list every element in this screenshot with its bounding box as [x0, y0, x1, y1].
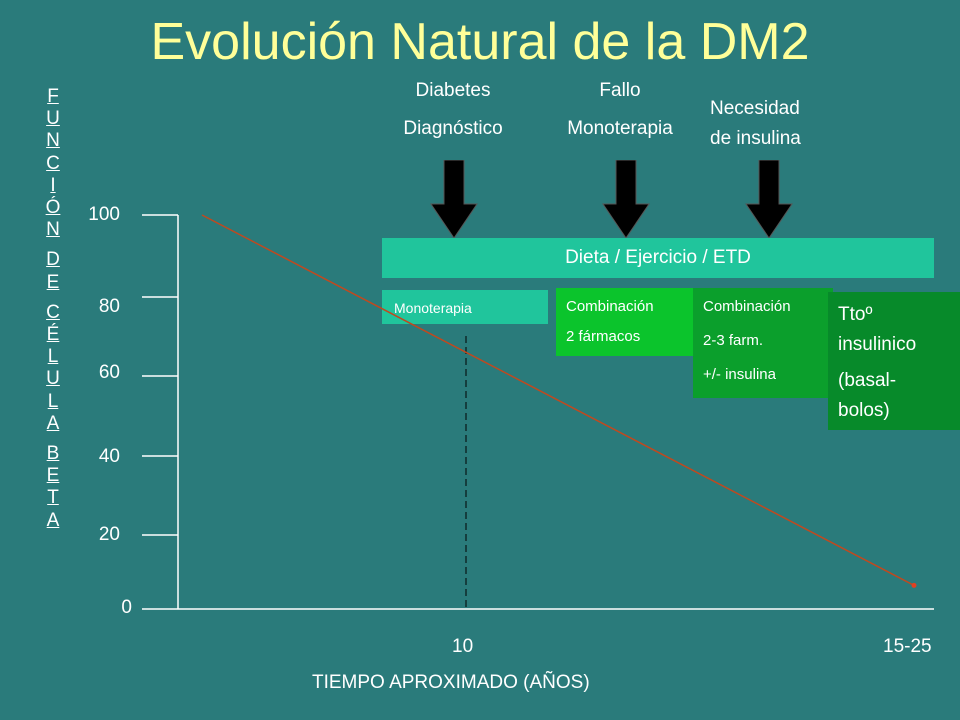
down-arrow-icon: [430, 160, 478, 239]
insulin-treatment-line1: Ttoº: [838, 304, 873, 325]
diet-exercise-bar: Dieta / Ejercicio / ETD: [382, 238, 934, 278]
combination-3-line3: +/- insulina: [703, 366, 776, 383]
y-tick-label: 100: [88, 204, 120, 225]
monotherapy-box: Monoterapia: [382, 290, 548, 324]
y-axis-label-letter: C: [46, 301, 60, 323]
insulin-treatment-line3: (basal-: [838, 370, 897, 391]
down-arrow-icon: [602, 160, 650, 239]
monotherapy-label: Monoterapia: [394, 300, 472, 316]
insulin-treatment-line4: bolos): [838, 400, 890, 421]
y-axis-label-letter: I: [50, 174, 56, 196]
y-axis-label-letter: U: [46, 108, 60, 130]
diet-exercise-label: Dieta / Ejercicio / ETD: [565, 247, 751, 268]
event-monotherapy-failure-line2: Monoterapia: [567, 118, 673, 139]
y-axis-label-letter: E: [46, 465, 60, 487]
y-axis-label-letter: L: [47, 346, 59, 368]
y-axis-label-letter: E: [46, 271, 60, 293]
insulin-treatment-line2: insulinico: [838, 334, 917, 355]
event-insulin-need: Necesidad de insulina: [710, 94, 840, 154]
combination-2-box: Combinación 2 fármacos: [556, 288, 696, 356]
y-axis-label-letter: A: [46, 412, 60, 434]
y-axis-label-letter: U: [46, 368, 60, 390]
insulin-treatment-box: Ttoº insulinico (basal- bolos): [828, 292, 960, 430]
x-axis-label: TIEMPO APROXIMADO (AÑOS): [312, 672, 590, 693]
y-axis-label-letter: N: [46, 219, 60, 241]
y-axis-label-letter: F: [47, 86, 59, 107]
x-tick-label: 10: [452, 636, 474, 657]
beta-cell-decline-line: [201, 214, 915, 587]
y-axis-label-letter: N: [46, 130, 60, 152]
combination-2-line1: Combinación: [566, 298, 654, 315]
y-tick-label: 40: [98, 446, 120, 467]
combination-2-line2: 2 fármacos: [566, 328, 641, 345]
slide-title: Evolución Natural de la DM2: [150, 13, 810, 71]
event-diagnosis: Diabetes Diagnóstico: [378, 80, 528, 140]
decline-end-point: [911, 582, 917, 588]
x-tick-label: 15-25: [883, 636, 932, 657]
combination-3-line2: 2-3 farm.: [703, 332, 764, 349]
event-diagnosis-line2: Diagnóstico: [403, 118, 503, 139]
y-axis-label-letter: A: [46, 509, 60, 531]
combination-3-box: Combinación 2-3 farm. +/- insulina: [693, 288, 833, 398]
y-axis-label-letter: Ó: [45, 197, 61, 219]
down-arrow-icon: [745, 160, 793, 239]
y-axis-label-letter: É: [46, 324, 60, 346]
event-insulin-need-line1: Necesidad: [710, 98, 800, 119]
y-tick-label: 60: [98, 362, 120, 383]
event-monotherapy-failure: Fallo Monoterapia: [545, 80, 695, 140]
y-axis-label-letter: D: [46, 249, 60, 271]
y-axis-label-letter: L: [47, 390, 59, 412]
y-axis-label-letter: B: [46, 443, 60, 465]
event-insulin-need-line2: de insulina: [710, 128, 801, 149]
y-axis-label-letter: T: [47, 487, 59, 509]
y-tick-label: 0: [121, 597, 132, 618]
y-tick-label: 20: [98, 524, 120, 545]
combination-3-line1: Combinación: [703, 298, 791, 315]
event-diagnosis-line1: Diabetes: [415, 80, 491, 101]
y-axis-label-letter: C: [46, 152, 60, 174]
y-tick-label: 80: [98, 296, 120, 317]
event-monotherapy-failure-line1: Fallo: [599, 80, 641, 101]
